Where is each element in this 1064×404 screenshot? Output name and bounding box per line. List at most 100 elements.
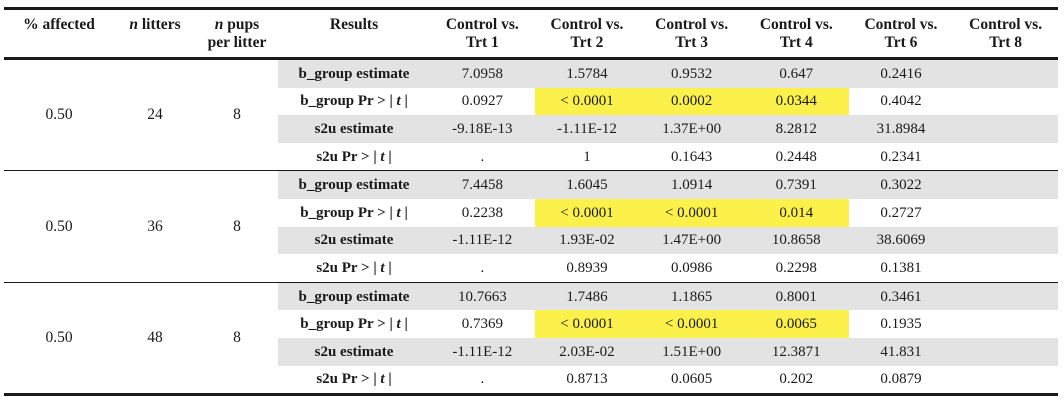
result-label-t: t	[396, 93, 401, 110]
header-trt-4: Control vs. Trt 4	[759, 16, 833, 51]
result-label-t: t	[396, 204, 401, 221]
result-label-t: t	[380, 259, 385, 276]
header-n-pups: n pups per litter	[207, 16, 267, 51]
value-cell: 10.8658	[743, 226, 849, 255]
table-header: % affected n litters n pups per litter Re…	[4, 8, 1058, 59]
result-label: b_group Pr > | t |	[278, 310, 430, 338]
result-label-suffix: |	[384, 148, 392, 165]
value-cell	[953, 143, 1058, 171]
value-cell: 0.2298	[775, 259, 817, 276]
header-trt-3: Control vs. Trt 3	[655, 16, 729, 51]
value-cell: 0.8939	[566, 259, 608, 276]
table-row: s2u Pr > | t |. 1 0.1643 0.2448 0.2341	[4, 143, 1058, 171]
table-row: s2u Pr > | t |. 0.8713 0.0605 0.202 0.0879	[4, 366, 1058, 395]
value-cell: .	[480, 259, 485, 276]
value-cell: 10.7663	[430, 282, 535, 311]
value-cell: 8.2812	[743, 115, 849, 143]
value-cell: 0.0065	[743, 310, 849, 338]
value-cell: 0.1643	[671, 148, 713, 165]
result-label-prefix: s2u Pr > |	[316, 371, 381, 388]
value-cell: 7.4458	[430, 170, 535, 199]
result-label: b_group Pr > | t |	[278, 88, 430, 116]
result-label: s2u estimate	[278, 337, 430, 366]
value-cell: 1.6045	[534, 170, 640, 199]
results-table: % affected n litters n pups per litter Re…	[4, 7, 1058, 396]
result-label-prefix: s2u Pr > |	[316, 148, 381, 165]
value-cell: 1.51E+00	[639, 337, 744, 366]
table-row: 0.50 36 8 b_group estimate 7.4458 1.6045 1.091…	[4, 170, 1058, 235]
value-cell: 1.0914	[639, 170, 744, 199]
value-cell: < 0.0001	[534, 310, 640, 338]
table-row: 0.50 24 8 b_group estimate 7.0958 1.5784 0.953…	[4, 58, 1058, 123]
n-litters-cell: 48	[147, 328, 163, 346]
value-cell	[953, 226, 1058, 255]
value-cell: -9.18E-13	[430, 115, 535, 143]
header-results: Results	[329, 16, 379, 33]
value-cell: 1.1865	[639, 282, 744, 311]
result-label-t: t	[380, 148, 385, 165]
value-cell: 0.647	[743, 58, 849, 88]
result-label-t: t	[396, 316, 401, 333]
value-cell: 0.9532	[639, 58, 744, 88]
value-cell: 0.3022	[848, 170, 954, 199]
header-pct-affected: % affected	[23, 16, 95, 33]
value-cell: 0.2341	[880, 148, 922, 165]
value-cell: 0.2448	[775, 148, 817, 165]
value-cell: -1.11E-12	[430, 337, 535, 366]
value-cell	[953, 310, 1058, 338]
value-cell	[953, 366, 1058, 395]
result-label-prefix: b_group Pr > |	[300, 316, 397, 333]
value-cell: 0.2238	[461, 204, 503, 221]
value-cell	[953, 88, 1058, 116]
table-group: 0.50 48 8 b_group estimate 10.7663 1.7486 1.18…	[4, 282, 1058, 395]
header-trt-6: Control vs. Trt 6	[864, 16, 938, 51]
table-row: s2u estimate -1.11E-12 2.03E-02 1.51E+00 12.…	[4, 337, 1058, 366]
header-trt-2: Control vs. Trt 2	[550, 16, 624, 51]
result-label-suffix: |	[384, 371, 392, 388]
result-label: b_group estimate	[278, 58, 430, 88]
result-label: s2u Pr > | t |	[278, 143, 430, 171]
value-cell: 0.1935	[880, 316, 922, 333]
n-litters-cell: 36	[147, 217, 163, 235]
result-label-prefix: s2u Pr > |	[316, 259, 381, 276]
result-label: s2u Pr > | t |	[278, 366, 430, 395]
result-label: b_group Pr > | t |	[278, 199, 430, 227]
value-cell: 1.47E+00	[639, 226, 744, 255]
table-row: 0.50 48 8 b_group estimate 10.7663 1.7486 1.18…	[4, 282, 1058, 346]
result-label-prefix: b_group Pr > |	[300, 204, 397, 221]
n-litters-cell: 24	[147, 106, 163, 124]
value-cell: 1.7486	[534, 282, 640, 311]
result-label: s2u estimate	[278, 226, 430, 255]
value-cell: < 0.0001	[639, 198, 744, 227]
value-cell: 0.2727	[880, 204, 922, 221]
result-label: s2u Pr > | t |	[278, 254, 430, 282]
table-group: 0.50 36 8 b_group estimate 7.4458 1.6045 1.091…	[4, 170, 1058, 283]
value-cell: 1.93E-02	[534, 226, 640, 255]
value-cell: 0.7369	[461, 316, 503, 333]
header-n-litters: n litters	[129, 16, 181, 33]
result-label: b_group estimate	[278, 282, 430, 311]
value-cell: 12.3871	[743, 337, 849, 366]
value-cell: < 0.0001	[534, 198, 640, 227]
value-cell: 0.1381	[880, 259, 922, 276]
value-cell	[953, 254, 1058, 282]
value-cell: 2.03E-02	[534, 337, 640, 366]
value-cell	[953, 58, 1058, 88]
value-cell: 0.8001	[743, 282, 849, 311]
header-row: % affected n litters n pups per litter Re…	[4, 8, 1058, 59]
value-cell: 7.0958	[430, 58, 535, 88]
value-cell: 1	[583, 148, 591, 165]
table-row: s2u estimate -1.11E-12 1.93E-02 1.47E+00 10.…	[4, 226, 1058, 255]
value-cell: 1.37E+00	[639, 115, 744, 143]
value-cell: 0.0879	[880, 371, 922, 388]
value-cell: 0.4042	[880, 93, 922, 110]
n-pups-cell: 8	[233, 217, 241, 235]
result-label-prefix: b_group Pr > |	[300, 93, 397, 110]
value-cell: 0.0002	[639, 87, 744, 116]
pct-affected-cell: 0.50	[45, 328, 73, 346]
result-label-suffix: |	[384, 259, 392, 276]
value-cell: -1.11E-12	[430, 226, 535, 255]
value-cell: .	[480, 148, 485, 165]
value-cell	[953, 199, 1058, 227]
value-cell	[953, 337, 1058, 366]
